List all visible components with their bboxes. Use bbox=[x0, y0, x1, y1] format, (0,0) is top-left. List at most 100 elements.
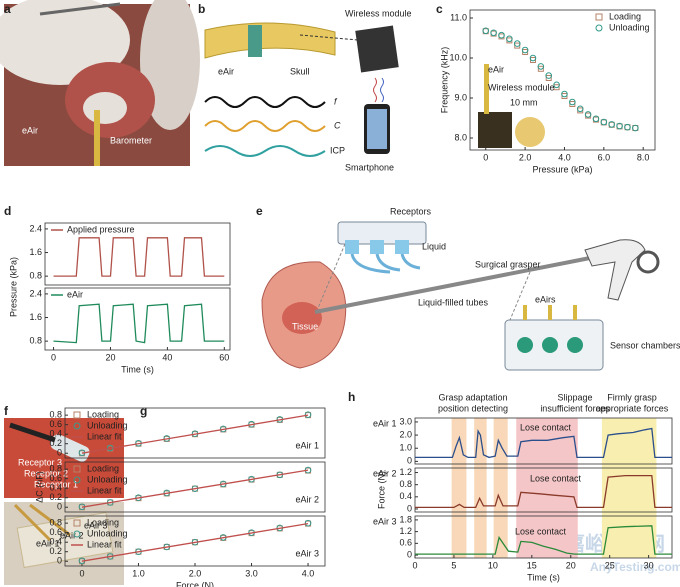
y-tick-label: 2.4 bbox=[29, 288, 42, 298]
y-tick-label: 0 bbox=[57, 502, 62, 512]
label: Tissue bbox=[292, 321, 318, 331]
point bbox=[506, 35, 513, 43]
header: insufficient forces bbox=[540, 403, 610, 413]
point bbox=[553, 81, 560, 89]
series-line bbox=[81, 414, 309, 454]
label: Liquid bbox=[422, 241, 446, 251]
legend-swatch bbox=[73, 422, 81, 430]
axes-frame bbox=[64, 461, 326, 513]
x-axis-label: Time (s) bbox=[121, 364, 154, 374]
x-axis-label: Force (N) bbox=[176, 580, 214, 587]
axes-frame bbox=[44, 222, 231, 286]
point bbox=[553, 84, 560, 91]
label: eAir 1 bbox=[36, 538, 60, 548]
y-tick-label: 0 bbox=[407, 456, 412, 466]
header: position detecting bbox=[438, 403, 508, 413]
legend-label: Linear fit bbox=[87, 539, 122, 549]
axes-frame bbox=[64, 407, 326, 459]
y-tick-label: 1.2 bbox=[399, 467, 412, 477]
point bbox=[569, 98, 576, 106]
series-label: eAir 3 bbox=[295, 548, 319, 558]
legend-label: Linear fit bbox=[87, 485, 122, 495]
point bbox=[498, 31, 505, 39]
series-label: eAir 1 bbox=[373, 418, 397, 428]
label: Receptor 3 bbox=[18, 457, 62, 467]
point bbox=[545, 72, 553, 79]
legend-label: Linear fit bbox=[87, 431, 122, 441]
legend-swatch bbox=[73, 411, 81, 419]
series-label: eAir 2 bbox=[295, 494, 319, 504]
y-tick-label: 0.6 bbox=[399, 538, 412, 548]
panel-letter: g bbox=[140, 404, 147, 418]
y-tick-label: 0.4 bbox=[49, 483, 62, 493]
label: Receptor 2 bbox=[24, 468, 68, 478]
x-tick-label: 15 bbox=[527, 560, 537, 570]
x-tick-label: 6.0 bbox=[598, 152, 611, 162]
label: eAir bbox=[22, 125, 38, 135]
y-tick-label: 1.6 bbox=[29, 247, 42, 257]
series-label: eAir 1 bbox=[295, 440, 319, 450]
panel-letter: c bbox=[436, 2, 443, 16]
point bbox=[304, 411, 312, 418]
y-tick-label: 0 bbox=[57, 556, 62, 566]
point bbox=[490, 29, 497, 37]
photo-f bbox=[4, 418, 124, 585]
y-tick-label: 0.8 bbox=[29, 336, 42, 346]
x-tick-label: 20 bbox=[105, 352, 115, 362]
point bbox=[521, 46, 529, 54]
label: eAir 2 bbox=[60, 530, 84, 540]
y-tick-label: 1.6 bbox=[29, 312, 42, 322]
label: Surgical grasper bbox=[475, 259, 541, 269]
annotation: Lose contact bbox=[530, 473, 582, 483]
axes-frame bbox=[44, 287, 231, 351]
x-tick-label: 4.0 bbox=[302, 568, 315, 578]
point bbox=[513, 40, 521, 47]
watermark: AnyTesting.com bbox=[590, 560, 680, 574]
y-tick-label: 0.2 bbox=[49, 492, 62, 502]
y-axis-label: ΔC (nF) bbox=[34, 471, 44, 503]
point bbox=[584, 111, 592, 118]
x-tick-label: 1.0 bbox=[132, 568, 145, 578]
y-tick-label: 0.4 bbox=[49, 537, 62, 547]
point bbox=[624, 123, 631, 131]
legend-label: eAir bbox=[67, 289, 83, 299]
shaded-region bbox=[493, 418, 508, 558]
series-line bbox=[415, 427, 672, 459]
legend-label: Loading bbox=[609, 11, 641, 21]
series-line bbox=[415, 525, 672, 555]
x-tick-label: 0 bbox=[412, 560, 417, 570]
label: Smartphone bbox=[345, 162, 394, 172]
y-tick-label: 8.0 bbox=[454, 132, 467, 142]
legend-label: Applied pressure bbox=[67, 224, 135, 234]
series-label: eAir 3 bbox=[373, 516, 397, 526]
y-tick-label: 2.4 bbox=[29, 223, 42, 233]
y-tick-label: 0.6 bbox=[49, 473, 62, 483]
legend-label: Loading bbox=[87, 517, 119, 527]
point bbox=[616, 122, 623, 130]
y-tick-label: 0.2 bbox=[49, 438, 62, 448]
axes-frame bbox=[469, 9, 656, 151]
header: Firmly grasp bbox=[607, 392, 657, 402]
legend-swatch bbox=[595, 24, 603, 32]
label: eAir 3 bbox=[84, 520, 108, 530]
point bbox=[537, 65, 544, 72]
y-axis-label: Force (N) bbox=[376, 471, 386, 509]
x-tick-label: 2.0 bbox=[189, 568, 202, 578]
legend-label: Unloading bbox=[609, 22, 650, 32]
y-tick-label: 0.8 bbox=[49, 464, 62, 474]
x-axis-label: Pressure (kPa) bbox=[532, 164, 592, 174]
series-label: eAir 2 bbox=[373, 468, 397, 478]
y-tick-label: 1.0 bbox=[399, 443, 412, 453]
shaded-region bbox=[516, 418, 578, 558]
label: Liquid-filled tubes bbox=[418, 297, 489, 307]
x-tick-label: 25 bbox=[605, 560, 615, 570]
y-tick-label: 0.8 bbox=[399, 479, 412, 489]
x-tick-label: 30 bbox=[644, 560, 654, 570]
legend-swatch bbox=[73, 530, 81, 538]
label: ICP bbox=[330, 145, 345, 155]
label: Skull bbox=[290, 66, 310, 76]
x-tick-label: 40 bbox=[162, 352, 172, 362]
y-tick-label: 0.6 bbox=[49, 419, 62, 429]
label: f bbox=[334, 96, 338, 106]
panel-letter: b bbox=[198, 2, 205, 16]
